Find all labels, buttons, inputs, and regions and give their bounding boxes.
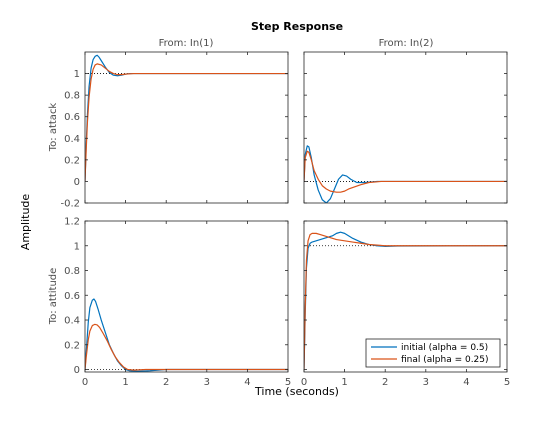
x-tick-label: 2 [163, 377, 169, 388]
y-tick-label: 0.4 [64, 134, 80, 145]
y-tick-label: -0.2 [60, 199, 80, 210]
x-tick-label: 0 [301, 377, 307, 388]
panel-attack-in1: -0.2 0 0.2 0.4 0.6 0.8 1 [60, 51, 289, 210]
legend-entry-initial: initial (alpha = 0.5) [401, 343, 488, 353]
figure-title: Step Response [251, 20, 343, 33]
column-title-in1: From: In(1) [159, 38, 214, 49]
series-line-final-attitude-in1 [85, 323, 288, 371]
series-line-final-attitude-in2 [304, 232, 507, 370]
y-tick-label: 0 [74, 365, 80, 376]
y-tick-label: 1.2 [64, 217, 80, 228]
axes-box-attitude-in1 [84, 220, 289, 373]
y-tick-label: 0.4 [64, 316, 80, 327]
x-tick-label: 1 [122, 377, 128, 388]
x-tick-label: 3 [204, 377, 210, 388]
series-line-initial-attitude-in1 [85, 298, 288, 372]
x-tick-label: 1 [341, 377, 347, 388]
y-tick-label: 0.2 [64, 340, 80, 351]
x-tick-label: 4 [244, 377, 250, 388]
legend-entry-final: final (alpha = 0.25) [401, 355, 489, 365]
y-tick-label: 1 [74, 241, 80, 252]
x-tick-label: 5 [504, 377, 510, 388]
x-tick-label: 4 [463, 377, 469, 388]
panel-attitude-in2: 0 1 2 3 4 5 [301, 220, 510, 388]
y-tick-label: 0 [74, 177, 80, 188]
row-label-attack: To: attack [48, 103, 59, 153]
y-tick-label: 0.6 [64, 291, 80, 302]
panel-attack-in2 [303, 51, 508, 204]
axes-box-attack-in1 [84, 51, 289, 204]
x-tick-label: 3 [423, 377, 429, 388]
series-line-initial-attack-in2 [304, 145, 507, 203]
legend: initial (alpha = 0.5) final (alpha = 0.2… [365, 338, 501, 368]
y-tick-label: 0.8 [64, 91, 80, 102]
y-tick-label: 0.2 [64, 155, 80, 166]
y-axis-label: Amplitude [19, 194, 32, 251]
column-title-in2: From: In(2) [379, 38, 434, 49]
series-line-final-attack-in1 [85, 63, 288, 182]
x-tick-label: 5 [285, 377, 291, 388]
row-label-attitude: To: attitude [48, 268, 59, 326]
y-tick-label: 0.6 [64, 112, 80, 123]
panel-attitude-in1: 0 1 2 3 4 5 0 0.2 0.4 0.6 0.8 1 1.2 [64, 217, 291, 389]
x-axis-label: Time (seconds) [254, 385, 339, 398]
legend-box [365, 338, 501, 368]
axes-box-attitude-in2 [303, 220, 508, 373]
axes-box-attack-in2 [303, 51, 508, 204]
x-tick-label: 0 [82, 377, 88, 388]
x-tick-label: 2 [382, 377, 388, 388]
y-tick-label: 1 [74, 69, 80, 80]
y-tick-label: 0.8 [64, 266, 80, 277]
panels-group: -0.200.20.40.60.810 1 2 3 4 500.20.40.60.811.… [60, 51, 510, 389]
series-line-final-attack-in2 [304, 150, 507, 193]
